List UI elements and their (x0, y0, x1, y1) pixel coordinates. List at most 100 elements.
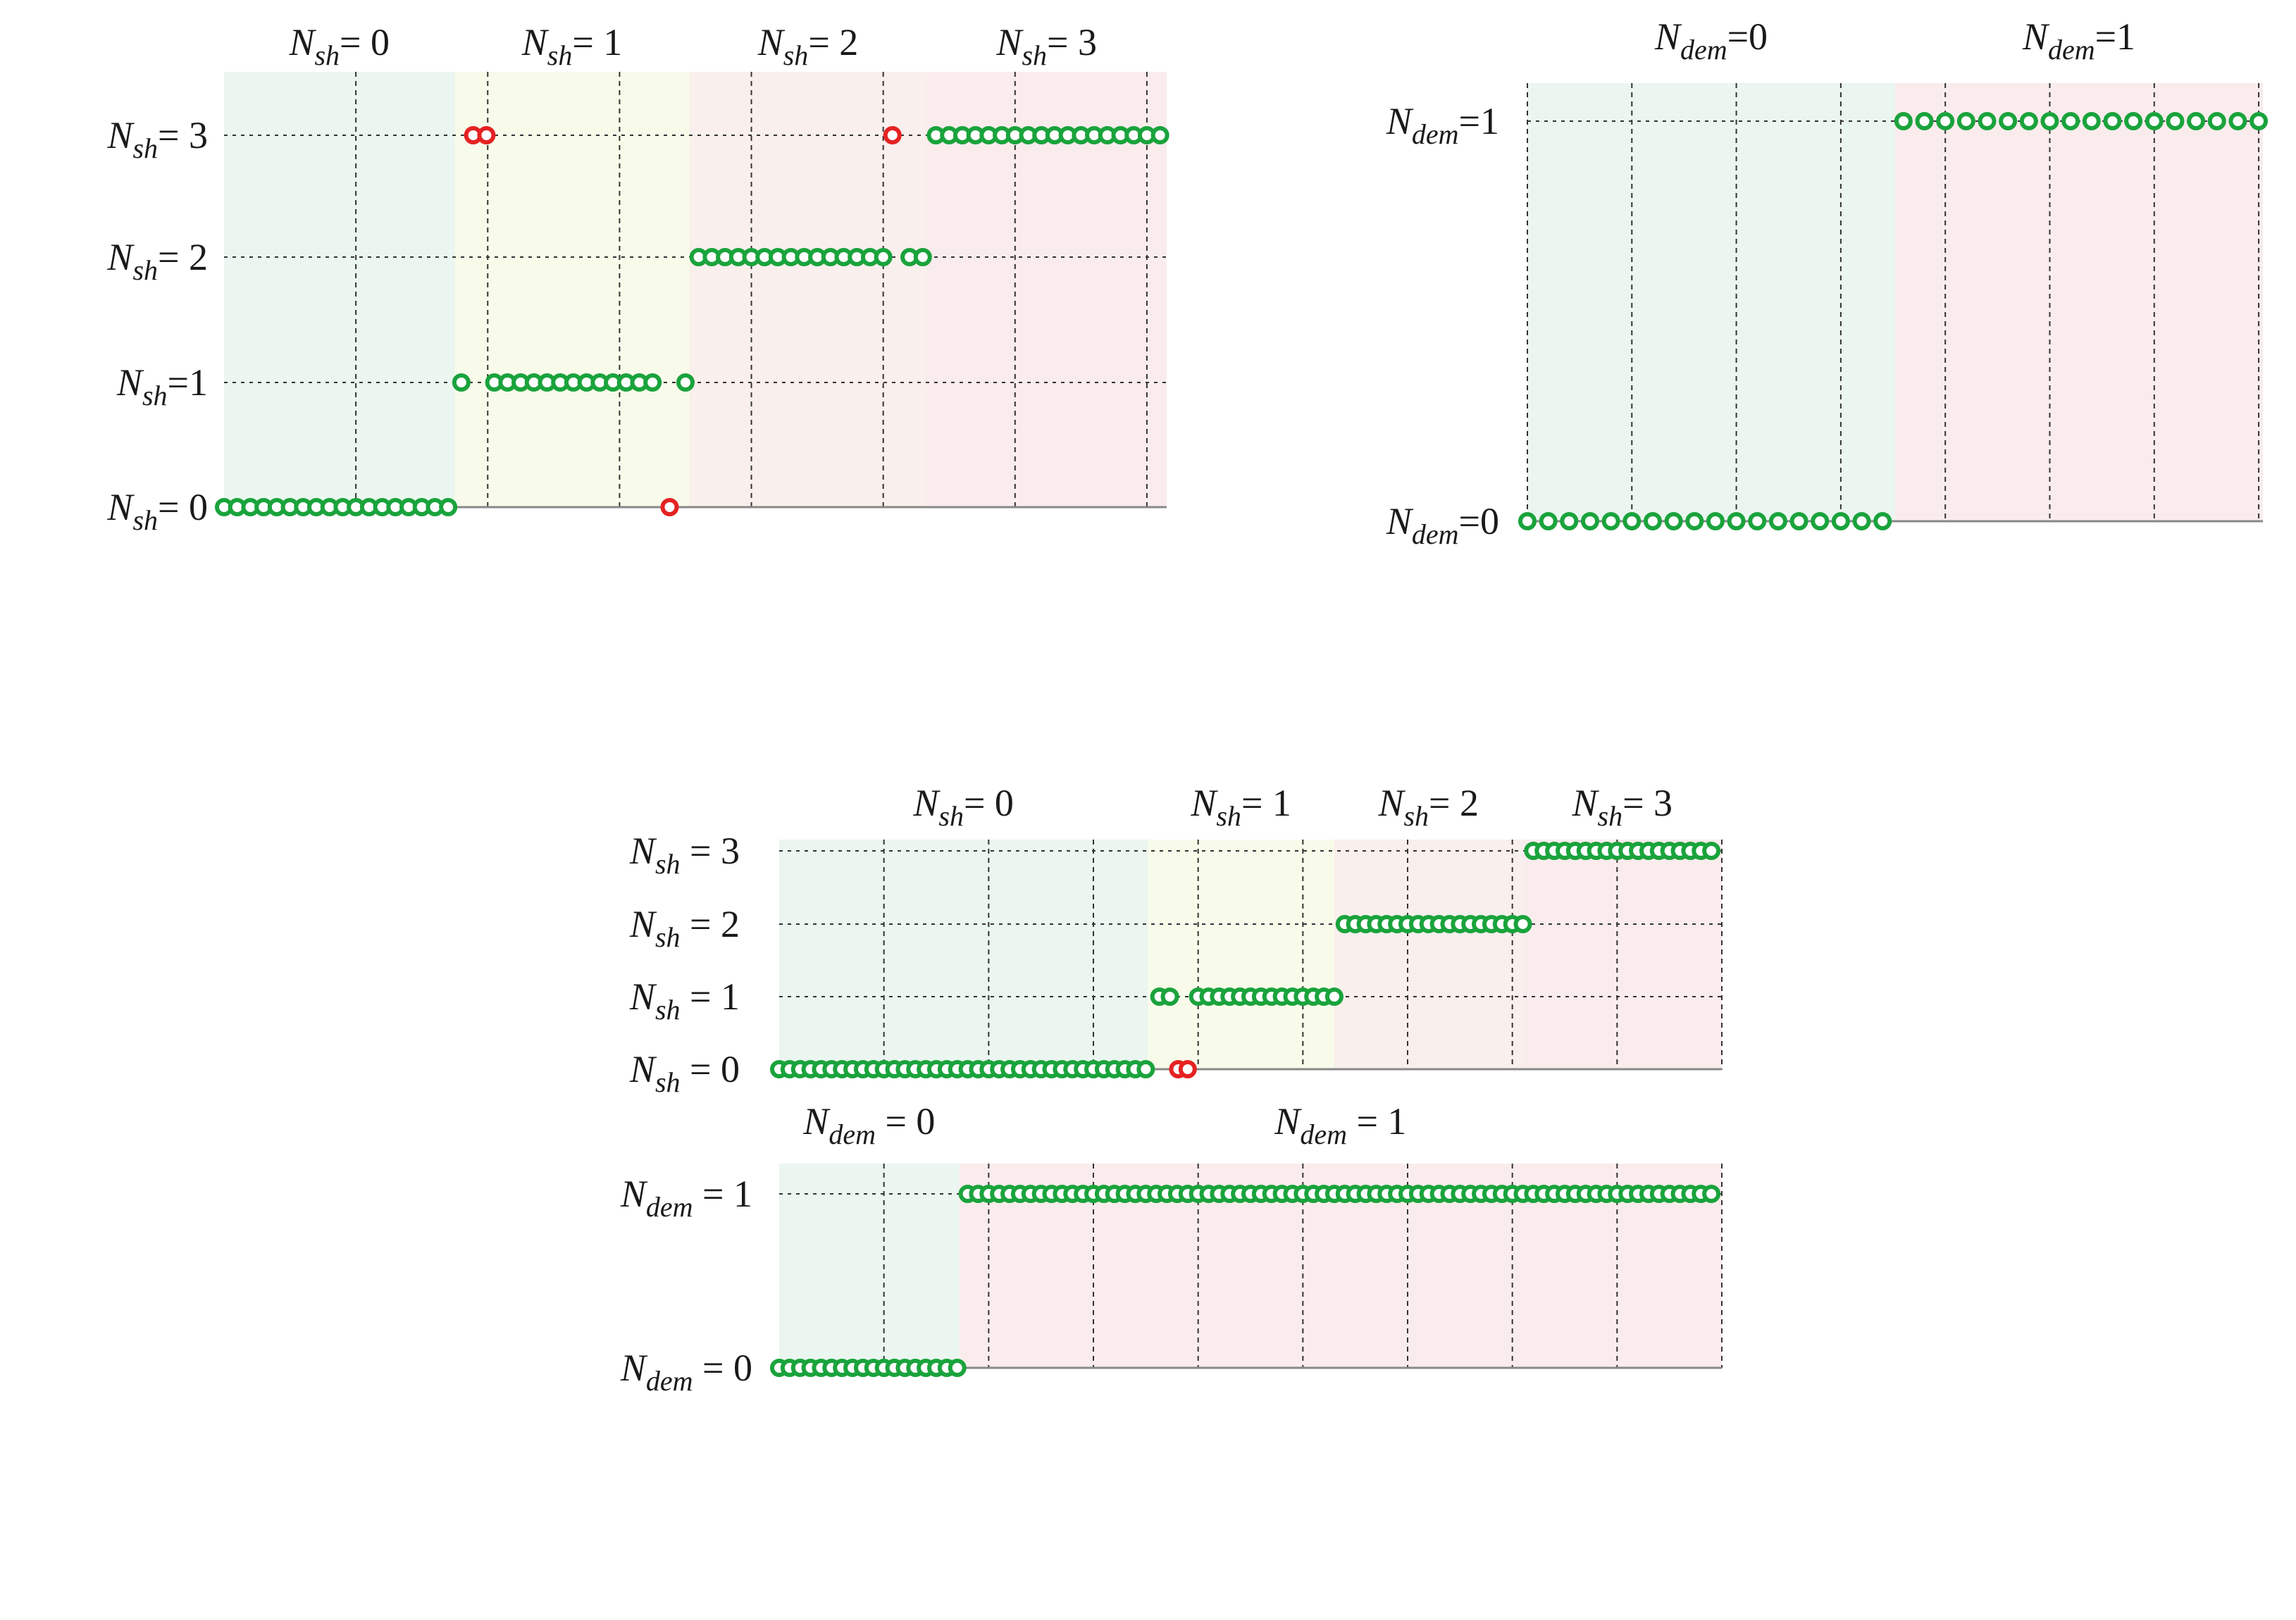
point-s1-7 (2040, 112, 2059, 130)
region-label-0: Ndem=0 (1654, 15, 1768, 66)
region-band-0 (779, 1164, 960, 1368)
regions: Ndem=0 Ndem=1 (1527, 15, 2263, 521)
point-s0-17 (948, 1359, 967, 1377)
point-s1-1 (1915, 112, 1934, 130)
region-label-1-rest: = 1 (1241, 782, 1291, 824)
regions: Ndem = 0 Ndem = 1 (779, 1100, 1722, 1368)
y-tick-label-3-rest: = 3 (158, 114, 208, 156)
region-label-1: Ndem=1 (2022, 15, 2135, 66)
data-points (770, 1185, 1721, 1377)
region-label-2-sub: sh (783, 39, 809, 71)
region-label-1-sub: sh (1216, 800, 1241, 832)
region-label-1-sub: sh (547, 39, 573, 71)
point-s2-14 (874, 248, 893, 266)
point-s2-17 (1513, 915, 1532, 933)
y-tick-label-0-sub: dem (646, 1365, 693, 1397)
point-s0-17 (439, 498, 458, 516)
point-s0-35 (1136, 1060, 1155, 1078)
region-label-3: Nsh= 3 (1571, 782, 1673, 832)
point-s0-17 (1873, 512, 1892, 530)
region-label-1-base: N (1274, 1100, 1302, 1142)
region-label-1-sub: dem (2048, 34, 2095, 66)
point-s0-1 (1539, 512, 1558, 530)
region-label-1-base: N (521, 21, 550, 63)
region-label-0: Ndem = 0 (802, 1100, 935, 1150)
point-s1-13 (643, 373, 662, 392)
region-label-0-base: N (802, 1100, 831, 1142)
region-label-0-sub: dem (829, 1119, 876, 1150)
point-s1-12 (2145, 112, 2164, 130)
error-point-s3-2 (883, 126, 902, 144)
point-s0-4 (1601, 512, 1620, 530)
y-tick-label-0-rest: = 0 (693, 1347, 752, 1389)
region-label-3-rest: = 3 (1622, 782, 1673, 824)
point-s0-5 (1622, 512, 1642, 530)
region-label-3-rest: = 3 (1047, 21, 1097, 63)
y-tick-label-3-rest: = 3 (681, 830, 740, 872)
region-band-0 (1527, 83, 1895, 521)
region-label-3-sub: sh (1598, 800, 1623, 832)
region-label-3-sub: sh (1022, 39, 1047, 71)
data-points (770, 842, 1721, 1078)
region-label-2-sub: sh (1403, 800, 1429, 832)
region-label-0-rest: =0 (1727, 15, 1768, 58)
region-label-1-base: N (1190, 782, 1218, 824)
point-s1-17 (2250, 112, 2269, 130)
y-tick-label-0-sub: sh (655, 1066, 681, 1098)
point-s1-10 (2103, 112, 2122, 130)
y-tick-label-1-base: N (629, 976, 657, 1018)
y-tick-label-0: Ndem=0 (1386, 500, 1499, 550)
point-s3-17 (1702, 842, 1721, 860)
region-band-0 (779, 840, 1148, 1069)
region-label-3-base: N (1571, 782, 1599, 824)
point-s0-7 (1664, 512, 1683, 530)
region-label-2-base: N (757, 21, 786, 63)
y-tick-label-0-rest: = 0 (158, 486, 208, 528)
region-label-2-rest: = 2 (808, 21, 858, 63)
point-s0-11 (1748, 512, 1767, 530)
point-s1-5 (1999, 112, 2018, 130)
point-s0-8 (1685, 512, 1704, 530)
y-tick-label-3-base: N (629, 830, 657, 872)
error-point-s3-1 (477, 126, 496, 144)
region-label-1-rest: = 1 (572, 21, 622, 63)
region-label-0-rest: = 0 (876, 1100, 935, 1142)
y-tick-label-0-base: N (1386, 500, 1414, 542)
y-tick-label-0: Nsh = 0 (629, 1048, 740, 1098)
y-tick-label-1-base: N (620, 1173, 648, 1215)
region-band-0 (224, 72, 455, 507)
grid-vertical (883, 1164, 1723, 1368)
point-s0-14 (1811, 512, 1830, 530)
y-tick-label-0-base: N (620, 1347, 648, 1389)
y-tick-label-2-sub: sh (132, 254, 158, 286)
regions: Nsh= 0 Nsh= 1 Nsh= 2 Nsh= 3 (224, 21, 1167, 507)
point-s0-13 (1789, 512, 1808, 530)
point-s0-16 (1852, 512, 1871, 530)
point-s0-10 (1727, 512, 1746, 530)
point-s1-16 (2228, 112, 2247, 130)
region-label-3: Nsh= 3 (995, 21, 1097, 71)
data-points (215, 126, 1169, 516)
y-tick-label-2-base: N (106, 236, 135, 278)
y-tick-label-2-rest: = 2 (681, 903, 740, 945)
region-label-0-rest: = 0 (964, 782, 1014, 824)
point-s0-2 (1560, 512, 1579, 530)
y-tick-label-1-rest: =1 (168, 361, 208, 404)
region-label-1-base: N (2022, 15, 2050, 58)
point-s1-1 (1160, 987, 1179, 1006)
point-s1-8 (2061, 112, 2080, 130)
y-tick-label-0-rest: = 0 (681, 1048, 740, 1090)
region-label-3-base: N (995, 21, 1024, 63)
region-label-0-base: N (912, 782, 941, 824)
regions: Nsh= 0 Nsh= 1 Nsh= 2 Nsh= 3 (779, 782, 1722, 1069)
grid-vertical (883, 840, 1723, 1069)
point-s2-16 (913, 248, 932, 266)
point-s1-14 (2187, 112, 2206, 130)
y-tick-label-2: Nsh= 2 (106, 236, 208, 286)
point-s0-0 (1518, 512, 1537, 530)
